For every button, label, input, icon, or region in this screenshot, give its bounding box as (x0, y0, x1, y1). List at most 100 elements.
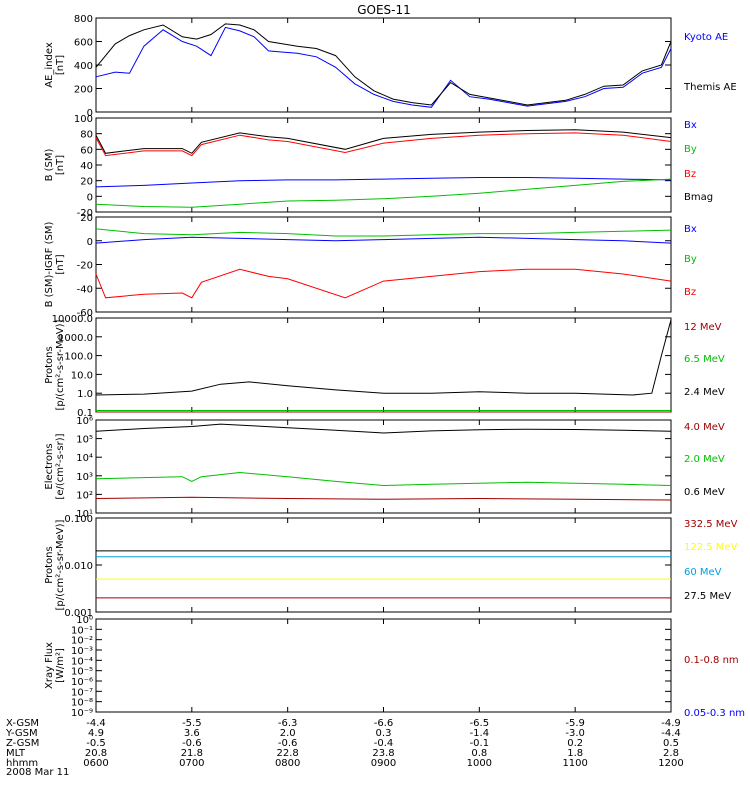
series-line-bx (95, 177, 672, 188)
x-tick-label: 1200 (658, 758, 683, 769)
y-tick-label: 10⁵ (76, 435, 93, 446)
y-tick-label: 0 (87, 108, 93, 119)
plot-title: GOES-11 (357, 3, 411, 17)
x-tick-label: 2.8 (663, 748, 679, 759)
x-tick-label: 21.8 (181, 748, 203, 759)
y-tick-label: 100.0 (64, 352, 93, 363)
y-tick-label: 10² (76, 490, 93, 501)
panel-5: 10⁶ 10⁵ 10⁴ 10³ 10² 10¹ Electrons [e/(cm²-s-sr)… (44, 416, 725, 520)
y-tick-label: 10000.0 (52, 314, 93, 325)
x-tick-label: 1.8 (567, 748, 583, 759)
x-tick-label: 0.2 (567, 738, 583, 749)
y-tick-label: -20 (77, 208, 93, 219)
x-tick-label: 0800 (275, 758, 300, 769)
x-tick-label: -5.9 (565, 718, 585, 729)
y-axis-label: [nT] (55, 55, 66, 75)
series-line-2-0-mev (95, 471, 672, 487)
y-axis-label: [p/(cm²-s-sr-MeV)] (55, 519, 66, 610)
legend-entry: 2.0 MeV (684, 454, 725, 465)
y-tick-label: 0.001 (64, 608, 93, 619)
panel-frame (95, 618, 672, 713)
y-tick-label: 10⁻³ (71, 646, 93, 657)
y-tick-label: 10⁶ (76, 416, 93, 427)
y-tick-label: 600 (74, 38, 93, 49)
legend-entry: 12 MeV (684, 322, 722, 333)
y-axis-label: [W/m²] (55, 648, 66, 683)
y-tick-label: 60 (80, 145, 93, 156)
x-tick-label: -6.6 (374, 718, 394, 729)
y-axis-label: Protons (44, 346, 55, 383)
legend-entry: 122.5 MeV (684, 542, 738, 553)
panel-3: 20 0 -20 -40 -60 B (SM)-IGRF (SM) [nT] Bx By Bz (44, 213, 697, 319)
y-tick-label: 0 (87, 192, 93, 203)
y-tick-label: 0.1 (77, 408, 93, 419)
x-tick-label: -3.0 (565, 728, 585, 739)
y-tick-label: 40 (80, 161, 93, 172)
y-tick-label: 10⁻⁴ (71, 656, 93, 667)
y-tick-label: 10⁰ (76, 615, 93, 626)
x-tick-label: -0.1 (470, 738, 490, 749)
y-tick-label: 20 (80, 213, 93, 224)
legend-entry: 60 MeV (684, 567, 722, 578)
x-row-label: X-GSM (6, 718, 39, 729)
y-tick-label: 10¹ (76, 509, 93, 520)
series-line-bx (95, 236, 672, 244)
x-tick-label: -0.4 (374, 738, 394, 749)
x-tick-label: 0.5 (663, 738, 679, 749)
legend-entry: By (684, 254, 697, 265)
x-tick-label: 23.8 (372, 748, 394, 759)
x-tick-label: 1100 (562, 758, 587, 769)
y-axis-label: [nT] (55, 254, 66, 274)
legend-entry: By (684, 144, 697, 155)
x-row-label: Y-GSM (5, 728, 38, 739)
y-axis-label: Xray Flux (44, 642, 55, 689)
panel-1: 800 600 400 200 0 AE_index [nT] Kyoto AE Themis … (44, 14, 737, 119)
y-tick-label: 0 (87, 237, 93, 248)
y-tick-label: 1000.0 (58, 333, 93, 344)
x-tick-label: -4.9 (661, 718, 681, 729)
x-tick-label: -4.4 (86, 718, 106, 729)
legend-entry: 0.1-0.8 nm (684, 655, 739, 666)
x-tick-label: 4.9 (88, 728, 104, 739)
panel-4: 10000.0 1000.0 100.0 10.0 1.0 0.1 Protons [p/(c… (44, 314, 725, 419)
series-line-bz (95, 132, 672, 157)
series-line-by (95, 228, 672, 237)
x-tick-label: -0.6 (182, 738, 202, 749)
legend-entry: 2.4 MeV (684, 387, 725, 398)
y-tick-label: 10⁻² (71, 636, 93, 647)
legend-entry: Bz (684, 287, 696, 298)
y-tick-label: 100 (74, 114, 93, 125)
y-tick-label: 20 (80, 177, 93, 188)
y-tick-label: -20 (77, 261, 93, 272)
x-tick-label: 0600 (83, 758, 108, 769)
y-axis-label: B (SM)-IGRF (SM) (44, 222, 55, 308)
legend-entry: 6.5 MeV (684, 354, 725, 365)
series-line-kyoto-ae (95, 26, 672, 108)
y-axis-label: AE_index (44, 42, 55, 88)
x-tick-label: -4.4 (661, 728, 681, 739)
legend-entry: Bz (684, 169, 696, 180)
legend-entry: Bmag (684, 192, 713, 203)
y-tick-label: 0.100 (64, 514, 93, 525)
legend-entry: 332.5 MeV (684, 519, 738, 530)
x-row-label: hhmm (6, 758, 38, 769)
legend-entry: Bx (684, 224, 697, 235)
x-axis-labels: X-GSM -4.4 -5.5 -6.3 -6.6 -6.5 -5.9 -4.9 Y-GSM 4.… (5, 718, 684, 769)
legend-entry: 27.5 MeV (684, 591, 731, 602)
x-tick-label: 22.8 (277, 748, 299, 759)
panel-frame (95, 117, 672, 213)
y-axis-label: Electrons (44, 443, 55, 489)
y-tick-label: 0.010 (64, 561, 93, 572)
y-tick-label: -60 (77, 308, 93, 319)
y-tick-label: 10⁴ (76, 453, 93, 464)
y-axis-label: [e/(cm²-s-sr)] (55, 433, 66, 499)
legend-entry: Kyoto AE (684, 32, 728, 43)
x-tick-label: 1000 (467, 758, 492, 769)
x-row-label: MLT (6, 748, 26, 759)
y-tick-label: 10⁻⁸ (71, 698, 93, 709)
y-tick-label: 400 (74, 61, 93, 72)
x-tick-label: -1.4 (470, 728, 490, 739)
y-tick-label: 80 (80, 130, 93, 141)
